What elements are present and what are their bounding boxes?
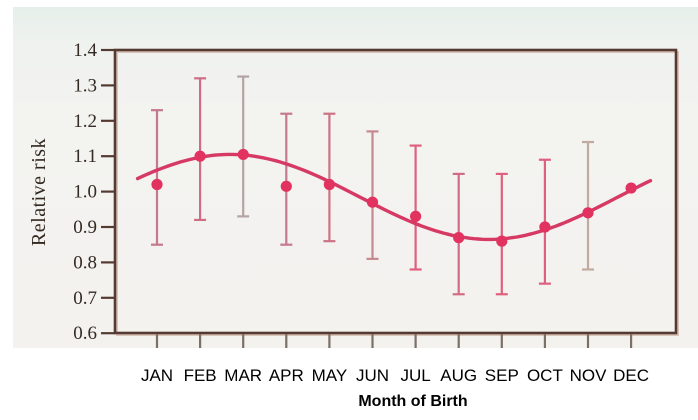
data-point-may	[323, 178, 335, 191]
data-point-aug	[453, 232, 465, 244]
y-tick-label: 1.2	[73, 111, 97, 132]
y-tick-label: 0.9	[73, 217, 97, 238]
x-tick-label-jan: JAN	[141, 366, 173, 385]
y-tick-label: 1.1	[73, 146, 97, 167]
x-tick-label-dec: DEC	[613, 366, 649, 385]
y-tick-label: 1.4	[73, 40, 97, 61]
plot-frame-shadow	[116, 51, 679, 336]
data-point-feb	[194, 150, 206, 162]
x-tick-label-apr: APR	[269, 366, 304, 385]
x-tick-label-sep: SEP	[485, 366, 519, 385]
data-point-mar	[237, 148, 249, 161]
data-point-nov	[582, 207, 594, 219]
x-tick-label-feb: FEB	[184, 366, 217, 385]
x-axis-title: Month of Birth	[358, 393, 468, 410]
x-tick-label-jun: JUN	[356, 366, 389, 385]
data-point-jun	[366, 196, 379, 208]
x-tick-label-aug: AUG	[440, 366, 477, 385]
x-tick-label-nov: NOV	[570, 366, 608, 385]
data-point-jan	[151, 178, 163, 191]
y-tick-label: 0.7	[73, 288, 97, 309]
data-point-sep	[496, 235, 508, 247]
data-point-oct	[539, 221, 551, 233]
data-point-jul	[410, 210, 422, 222]
data-point-apr	[280, 180, 292, 192]
plot-panel-background	[13, 7, 698, 348]
y-tick-label: 0.8	[73, 252, 97, 273]
y-tick-label: 1.3	[73, 75, 97, 96]
y-axis-title: Relative risk	[28, 137, 50, 247]
x-tick-label-oct: OCT	[527, 366, 563, 385]
y-tick-label: 0.6	[73, 323, 97, 344]
x-tick-label-may: MAY	[312, 366, 348, 385]
x-tick-label-jul: JUL	[400, 366, 430, 385]
y-tick-label: 1.0	[73, 182, 97, 203]
data-point-dec	[625, 182, 637, 194]
x-tick-label-mar: MAR	[224, 366, 262, 385]
fit-curve	[135, 152, 653, 242]
